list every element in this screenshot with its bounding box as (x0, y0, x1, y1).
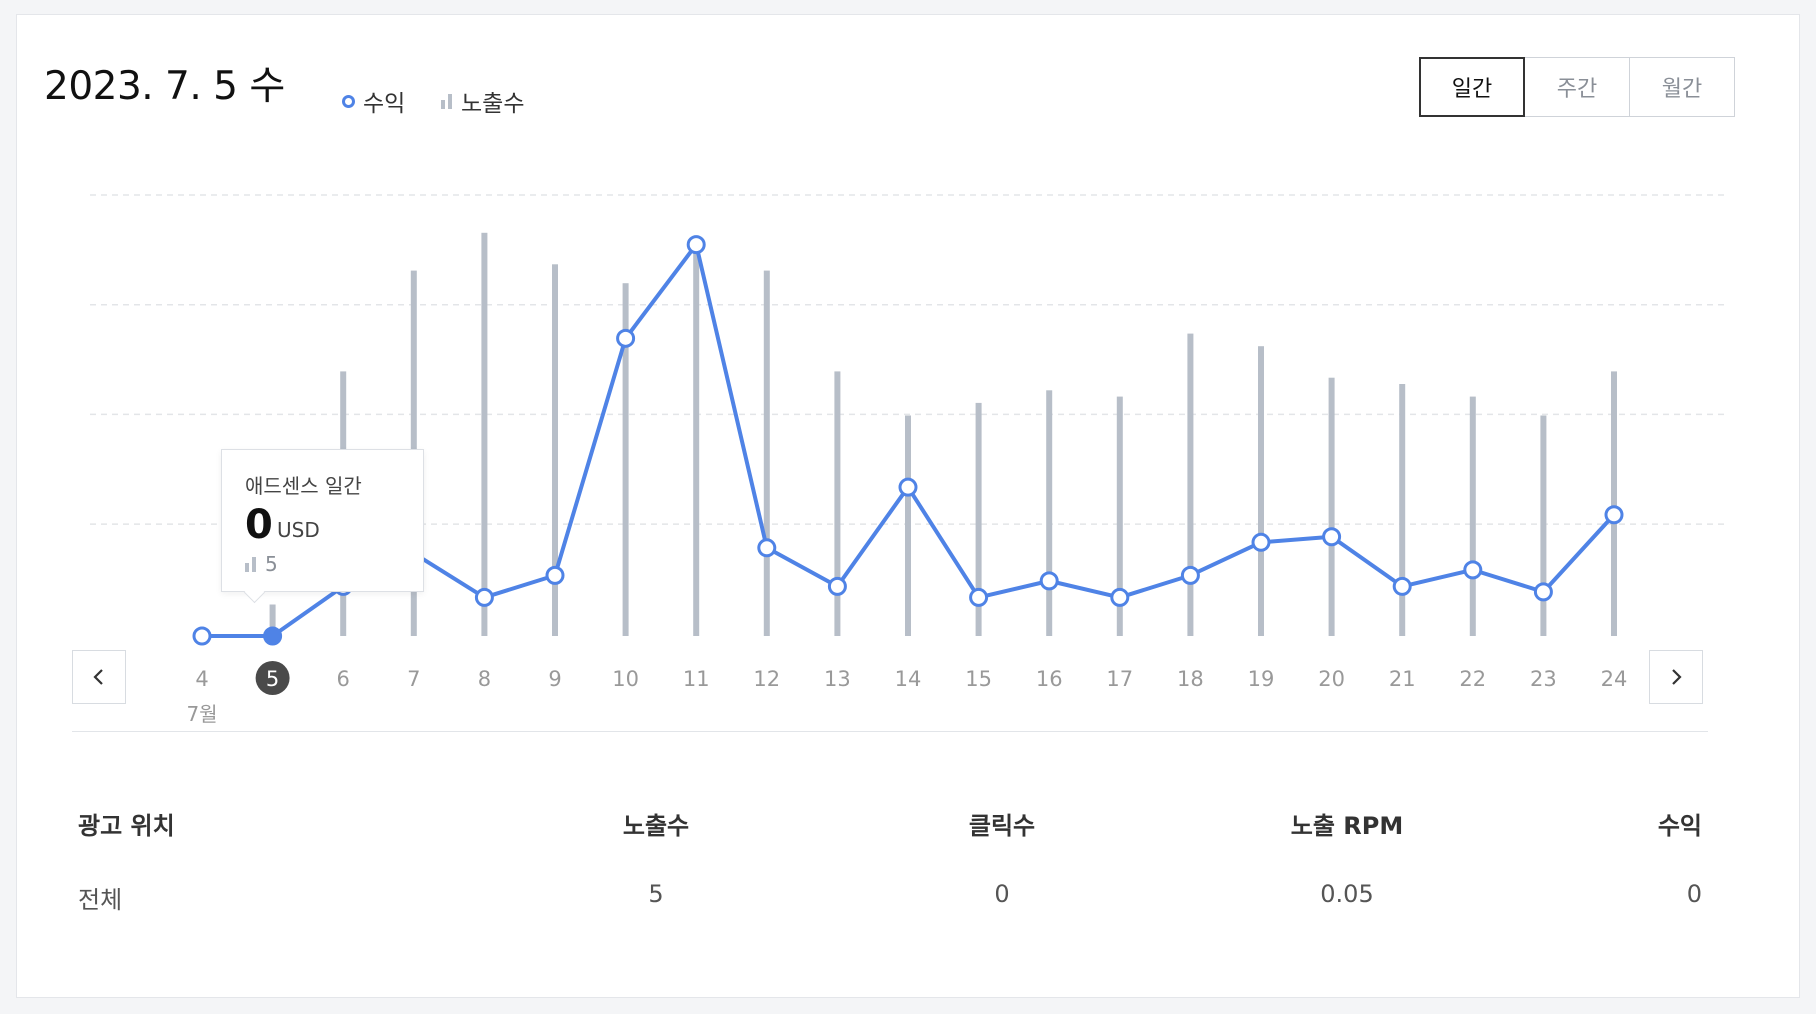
impression-bar (1258, 346, 1264, 636)
cell-ad-position: 전체 (78, 886, 123, 914)
chevron-left-icon (93, 669, 103, 685)
x-tick-label: 18 (1177, 667, 1204, 691)
cell-impressions: 5 (648, 880, 664, 908)
revenue-point (1039, 571, 1059, 591)
revenue-point (1110, 587, 1130, 607)
legend-impressions: 노출수 (441, 84, 524, 118)
header-impressions: 노출수 (622, 812, 690, 840)
revenue-point (1392, 576, 1412, 596)
impression-bar (1540, 415, 1547, 636)
revenue-point (969, 587, 989, 607)
impression-bar (1328, 377, 1335, 636)
x-tick-label: 4 (195, 667, 208, 691)
x-tick-label: 22 (1459, 667, 1486, 691)
revenue-point (1322, 527, 1342, 547)
revenue-point (616, 328, 636, 348)
tooltip-impressions-value: 5 (265, 552, 278, 576)
revenue-point (898, 477, 918, 497)
revenue-point (192, 626, 212, 646)
revenue-point (1604, 505, 1624, 525)
selected-day-badge (255, 661, 290, 695)
impression-bar (1116, 396, 1123, 636)
x-tick-label: 14 (895, 667, 922, 691)
legend-revenue: 수익 (342, 84, 405, 118)
tooltip-unit: USD (277, 518, 320, 542)
x-tick-label: 23 (1530, 667, 1557, 691)
impression-bar (834, 371, 841, 636)
x-tick-label: 21 (1389, 667, 1416, 691)
x-tick-label: 7 (407, 667, 420, 691)
revenue-impressions-chart: 4 5 6 7 8 9 10 11 12 13 14 15 16 17 18 19 20 21 22 23 24 7월 (90, 194, 1724, 726)
x-tick-label: 13 (824, 667, 851, 691)
impression-bars-icon (441, 93, 452, 109)
header-revenue: 수익 (1657, 812, 1702, 840)
x-tick-label: 8 (478, 667, 491, 691)
revenue-point (263, 626, 283, 646)
header-ad-position: 광고 위치 (78, 812, 175, 840)
impression-bar (269, 604, 276, 636)
impression-bar (905, 415, 911, 636)
revenue-point (827, 576, 847, 596)
revenue-line-icon (342, 94, 355, 108)
header-clicks: 클릭수 (968, 812, 1036, 840)
x-tick-label: 15 (965, 667, 992, 691)
x-tick-label: 24 (1601, 667, 1628, 691)
period-toggle: 일간 주간 월간 (1419, 57, 1735, 117)
tooltip-label: 애드센스 일간 (245, 474, 362, 498)
legend-impressions-label: 노출수 (461, 91, 525, 117)
impression-bar (763, 270, 770, 636)
x-tick-label: 20 (1318, 667, 1345, 691)
cell-revenue: 0 (1686, 880, 1702, 908)
tab-monthly[interactable]: 월간 (1629, 57, 1735, 117)
x-tick-label: 17 (1106, 667, 1133, 691)
next-period-button[interactable] (1649, 650, 1703, 704)
tooltip-impressions: 5 (245, 552, 278, 576)
revenue-point (1180, 565, 1200, 585)
impression-bar (622, 283, 629, 636)
section-divider (72, 731, 1708, 732)
tab-daily[interactable]: 일간 (1419, 57, 1525, 117)
revenue-point (545, 565, 565, 585)
tab-weekly[interactable]: 주간 (1524, 57, 1630, 117)
revenue-point (1251, 532, 1271, 552)
impression-bar (1046, 390, 1053, 636)
month-label: 7월 (186, 702, 217, 726)
impression-bars-icon (245, 556, 256, 572)
x-tick-label: 12 (753, 667, 780, 691)
header-rpm: 노출 RPM (1290, 812, 1404, 840)
prev-period-button[interactable] (72, 650, 126, 704)
x-tick-label: 5 (266, 667, 279, 691)
cell-rpm: 0.05 (1320, 880, 1374, 908)
revenue-point (474, 587, 494, 607)
revenue-point (1533, 582, 1553, 602)
chart-tooltip: 애드센스 일간 0 USD 5 (221, 449, 424, 592)
impression-bar (693, 251, 700, 636)
revenue-point (686, 235, 706, 255)
legend-revenue-label: 수익 (363, 91, 406, 117)
cell-clicks: 0 (994, 880, 1010, 908)
impression-bar (1187, 333, 1194, 636)
impression-bar (1611, 371, 1617, 636)
revenue-point (757, 538, 777, 558)
x-tick-label: 6 (337, 667, 350, 691)
revenue-point (1463, 560, 1483, 580)
x-tick-label: 19 (1248, 667, 1275, 691)
tooltip-value: 0 (245, 502, 273, 548)
x-tick-label: 9 (548, 667, 561, 691)
impression-bar (1399, 384, 1406, 636)
impression-bar (552, 264, 558, 636)
x-tick-label: 10 (612, 667, 639, 691)
x-tick-label: 16 (1036, 667, 1063, 691)
x-tick-label: 11 (683, 667, 710, 691)
date-title: 2023. 7. 5 수 (44, 64, 285, 109)
impression-bar (975, 402, 982, 636)
chevron-right-icon (1672, 669, 1682, 685)
impression-bar (481, 232, 488, 637)
impression-bar (1469, 396, 1476, 636)
